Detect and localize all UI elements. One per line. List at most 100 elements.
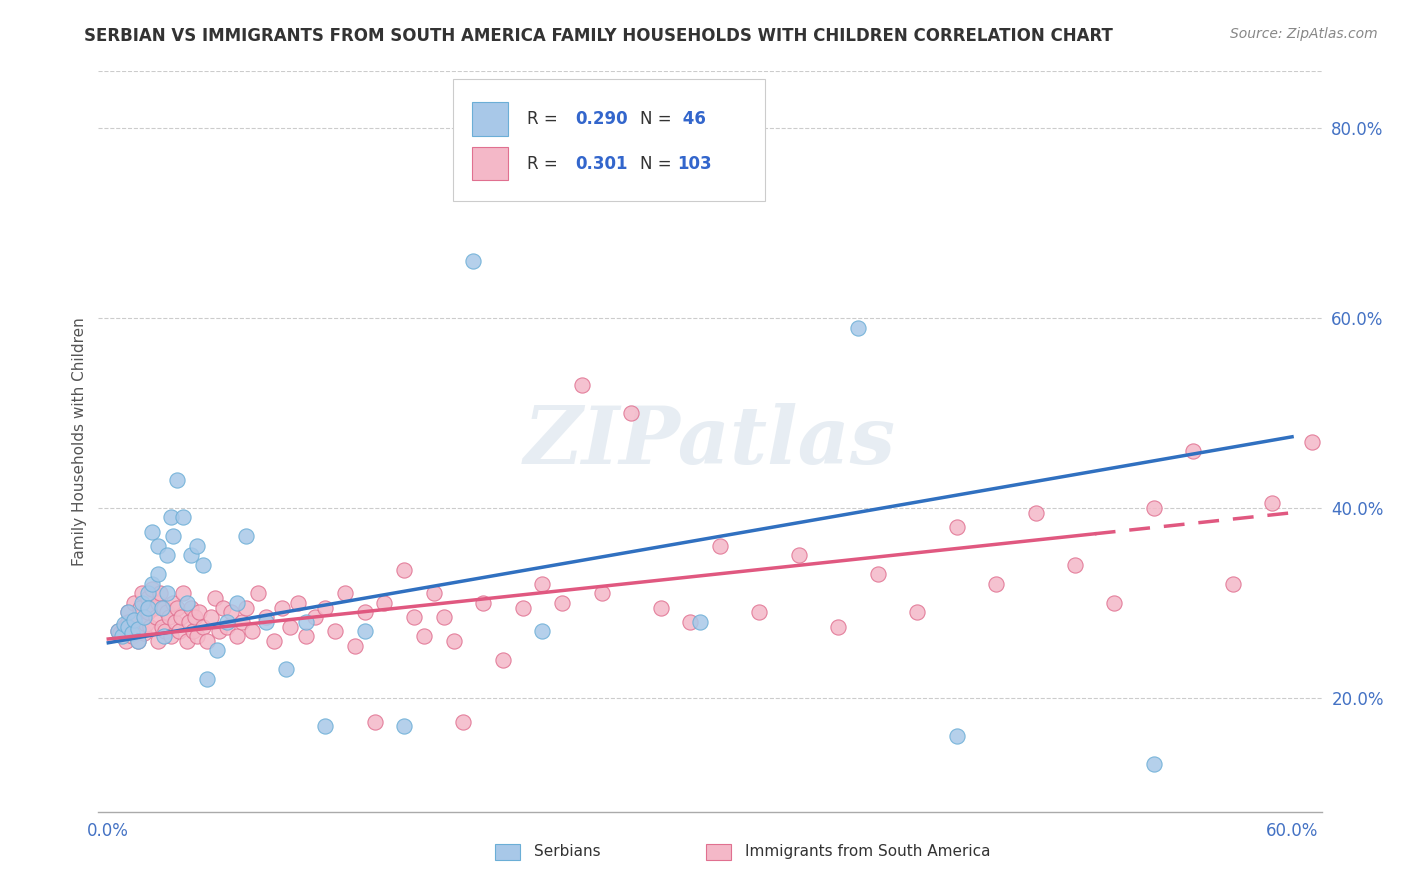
- Point: [650, 600, 672, 615]
- Point: [787, 549, 810, 563]
- Point: [571, 377, 593, 392]
- Point: [132, 610, 155, 624]
- Point: [146, 633, 169, 648]
- Point: [135, 616, 157, 631]
- Point: [121, 626, 143, 640]
- Point: [136, 586, 159, 600]
- Point: [117, 620, 139, 634]
- Point: [254, 615, 277, 629]
- Text: SERBIAN VS IMMIGRANTS FROM SOUTH AMERICA FAMILY HOUSEHOLDS WITH CHILDREN CORRELA: SERBIAN VS IMMIGRANTS FROM SOUTH AMERICA…: [84, 27, 1114, 45]
- Point: [112, 620, 135, 634]
- Point: [152, 629, 174, 643]
- Point: [112, 616, 135, 631]
- Point: [127, 610, 149, 624]
- Point: [512, 600, 534, 615]
- Point: [146, 596, 169, 610]
- Point: [423, 586, 446, 600]
- Point: [127, 633, 149, 648]
- Point: [219, 606, 242, 620]
- Bar: [706, 844, 731, 860]
- Point: [1143, 500, 1166, 515]
- Point: [263, 633, 285, 648]
- Point: [945, 729, 967, 743]
- Point: [689, 615, 711, 629]
- Text: Serbians: Serbians: [534, 845, 600, 859]
- Point: [846, 320, 869, 334]
- Point: [278, 620, 301, 634]
- Point: [274, 662, 297, 676]
- Point: [531, 577, 554, 591]
- Point: [121, 629, 143, 643]
- Point: [117, 606, 139, 620]
- Point: [159, 610, 181, 624]
- Point: [150, 600, 173, 615]
- Text: 46: 46: [678, 111, 706, 128]
- Point: [169, 624, 191, 639]
- Point: [160, 510, 183, 524]
- Point: [225, 596, 247, 610]
- Point: [827, 620, 849, 634]
- Point: [709, 539, 731, 553]
- Text: 0.301: 0.301: [575, 155, 628, 173]
- Point: [131, 586, 153, 600]
- Point: [180, 549, 202, 563]
- Point: [149, 586, 172, 600]
- Point: [122, 596, 145, 610]
- Point: [107, 624, 129, 639]
- Point: [131, 596, 153, 610]
- Point: [323, 624, 346, 639]
- Point: [195, 633, 218, 648]
- Point: [180, 600, 202, 615]
- Text: ZIPatlas: ZIPatlas: [524, 403, 896, 480]
- Point: [191, 620, 214, 634]
- Point: [866, 567, 889, 582]
- Point: [176, 633, 198, 648]
- Point: [166, 600, 188, 615]
- Point: [172, 586, 194, 600]
- Point: [314, 600, 336, 615]
- Point: [363, 714, 385, 729]
- Point: [122, 613, 145, 627]
- Point: [138, 620, 160, 634]
- Point: [136, 600, 159, 615]
- Text: 0.290: 0.290: [575, 111, 628, 128]
- Point: [162, 596, 184, 610]
- Point: [591, 586, 613, 600]
- Point: [128, 600, 150, 615]
- Point: [136, 606, 159, 620]
- Point: [141, 524, 163, 539]
- Point: [117, 606, 139, 620]
- Point: [146, 567, 169, 582]
- Point: [231, 615, 253, 629]
- Text: Source: ZipAtlas.com: Source: ZipAtlas.com: [1230, 27, 1378, 41]
- Point: [392, 719, 416, 733]
- Point: [115, 633, 138, 648]
- Point: [188, 606, 211, 620]
- Point: [373, 596, 395, 610]
- Text: N =: N =: [640, 111, 672, 128]
- Point: [1261, 496, 1284, 510]
- Point: [172, 510, 194, 524]
- Point: [353, 624, 375, 639]
- Text: R =: R =: [526, 155, 562, 173]
- Point: [170, 610, 193, 624]
- Point: [156, 549, 179, 563]
- Point: [150, 620, 173, 634]
- Point: [1182, 444, 1205, 458]
- Point: [333, 586, 356, 600]
- Point: [620, 406, 643, 420]
- Point: [142, 600, 165, 615]
- Point: [1301, 434, 1323, 449]
- Point: [208, 624, 231, 639]
- Point: [453, 714, 475, 729]
- Point: [1025, 506, 1047, 520]
- Point: [111, 629, 134, 643]
- Point: [184, 610, 207, 624]
- Point: [127, 633, 149, 648]
- Point: [211, 600, 233, 615]
- Point: [343, 639, 366, 653]
- Point: [186, 629, 208, 643]
- Point: [215, 620, 238, 634]
- Point: [392, 563, 416, 577]
- Point: [304, 610, 326, 624]
